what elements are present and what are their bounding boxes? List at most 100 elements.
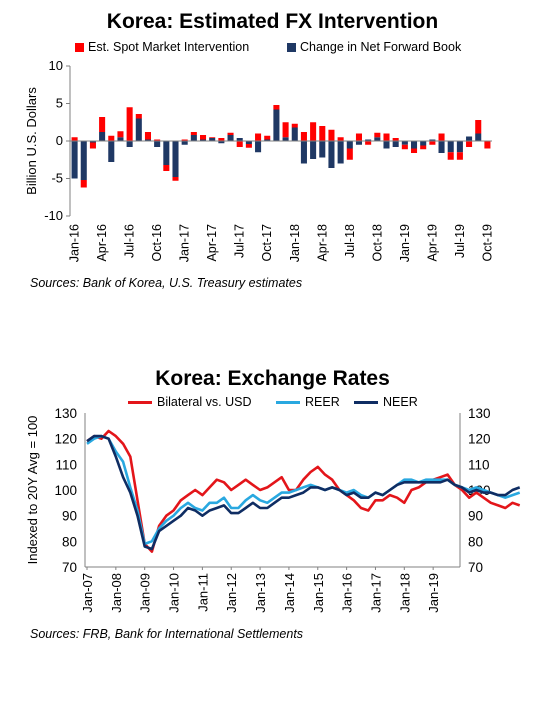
bar-spot bbox=[181, 139, 188, 141]
bar-forward bbox=[154, 141, 161, 147]
bar-forward bbox=[71, 141, 78, 179]
x-tick-label: Jan-13 bbox=[253, 573, 268, 613]
legend-item-bilateral: Bilateral vs. USD bbox=[128, 395, 251, 409]
bar-forward bbox=[401, 141, 408, 145]
chart2-title: Korea: Exchange Rates bbox=[155, 367, 390, 390]
legend-line-reer bbox=[276, 401, 300, 405]
bar-forward bbox=[117, 137, 124, 141]
bar-spot bbox=[392, 138, 399, 141]
bar-forward bbox=[135, 118, 142, 141]
x-tick-label: Jan-11 bbox=[195, 573, 210, 612]
bar-spot bbox=[264, 135, 271, 140]
bar-spot bbox=[99, 117, 106, 132]
bar-spot bbox=[429, 141, 436, 145]
bar-forward bbox=[282, 137, 289, 141]
bar-spot bbox=[319, 126, 326, 141]
bar-spot bbox=[466, 141, 473, 147]
bar-spot bbox=[282, 122, 289, 138]
legend-label-reer: REER bbox=[305, 395, 340, 409]
bar-spot bbox=[484, 141, 491, 149]
x-tick-label: Jul-18 bbox=[343, 224, 357, 258]
y-axis-label: Indexed to 20Y Avg = 100 bbox=[25, 416, 40, 565]
bar-spot bbox=[337, 137, 344, 141]
bar-spot bbox=[209, 137, 216, 138]
x-tick-label: Jan-17 bbox=[178, 224, 192, 262]
bar-spot bbox=[89, 142, 96, 149]
y-tick-label-right: 130 bbox=[468, 406, 491, 421]
line-reer bbox=[86, 434, 521, 546]
bar-spot bbox=[410, 148, 418, 153]
fx-intervention-chart: 10 5 0 -5 -10 Billion U.S. Dollars Jan-16 Apr-1… bbox=[24, 58, 494, 262]
y-tick-label-right: 120 bbox=[468, 432, 491, 447]
bar-forward bbox=[420, 141, 427, 146]
bar-forward bbox=[346, 141, 353, 149]
legend-label-forward: Change in Net Forward Book bbox=[300, 40, 462, 54]
x-tick-label: Jan-17 bbox=[368, 573, 383, 613]
bar-forward bbox=[144, 139, 152, 141]
bar-spot bbox=[365, 141, 372, 145]
x-tick-label: Oct-16 bbox=[150, 224, 164, 262]
legend-line-bilateral bbox=[128, 401, 152, 405]
y-tick-label-right: 110 bbox=[468, 457, 490, 472]
legend-item-neer: NEER bbox=[354, 395, 418, 409]
chart1-title: Korea: Estimated FX Intervention bbox=[106, 10, 439, 33]
bar-spot bbox=[199, 135, 207, 140]
x-tick-label: Apr-16 bbox=[95, 224, 109, 262]
y-tick-label-left: 100 bbox=[54, 483, 77, 498]
bar-spot bbox=[108, 135, 115, 141]
bar-spot bbox=[328, 129, 335, 141]
bar-spot bbox=[126, 107, 133, 141]
chart2-source: Sources: FRB, Bank for International Set… bbox=[30, 627, 304, 641]
bar-spot bbox=[447, 152, 454, 160]
y-tick-label-right: 70 bbox=[468, 560, 483, 575]
fx-intervention-panel: Korea: Estimated FX Intervention Est. Sp… bbox=[0, 0, 545, 300]
legend-label-bilateral: Bilateral vs. USD bbox=[157, 395, 252, 409]
x-tick-label: Jan-16 bbox=[340, 573, 355, 613]
bar-forward bbox=[236, 138, 243, 141]
x-tick-label: Jan-15 bbox=[311, 573, 326, 613]
bar-forward bbox=[438, 141, 445, 153]
bar-forward bbox=[410, 141, 418, 149]
legend-swatch-spot bbox=[75, 43, 84, 53]
legend-item-reer: REER bbox=[276, 395, 340, 409]
x-tick-label: Jan-14 bbox=[282, 573, 297, 613]
bar-forward bbox=[475, 133, 482, 141]
x-tick-label: Jan-18 bbox=[397, 573, 412, 613]
bar-spot bbox=[172, 177, 179, 181]
x-tick-label: Apr-18 bbox=[315, 224, 329, 262]
bar-forward bbox=[209, 138, 216, 141]
line-neer bbox=[86, 434, 521, 551]
x-tick-label: Jul-19 bbox=[453, 224, 467, 258]
legend-label-spot: Est. Spot Market Intervention bbox=[88, 40, 250, 54]
bar-spot bbox=[383, 133, 390, 141]
bar-spot bbox=[346, 148, 353, 160]
bar-spot bbox=[80, 180, 87, 188]
bar-spot bbox=[310, 122, 317, 141]
y-tick-label-right: 90 bbox=[468, 509, 483, 524]
bar-spot bbox=[245, 144, 252, 148]
legend-line-neer bbox=[354, 401, 378, 405]
y-tick-label-left: 130 bbox=[54, 406, 77, 421]
line-bilateral-usd bbox=[86, 429, 521, 553]
bar-forward bbox=[190, 135, 197, 141]
bar-forward bbox=[99, 132, 106, 141]
x-tick-label: Jan-19 bbox=[398, 224, 412, 262]
bar-spot bbox=[438, 133, 445, 141]
bar-spot bbox=[255, 133, 262, 141]
bar-spot bbox=[401, 144, 408, 150]
x-tick-label: Jan-12 bbox=[224, 573, 239, 613]
bar-forward bbox=[310, 141, 317, 159]
bar-spot bbox=[273, 105, 280, 110]
bar-spot bbox=[154, 139, 161, 141]
legend-item-spot: Est. Spot Market Intervention bbox=[75, 40, 249, 54]
exchange-rates-panel: Korea: Exchange Rates Bilateral vs. USD … bbox=[0, 355, 545, 655]
bar-forward bbox=[227, 135, 234, 141]
y-tick-label: 5 bbox=[56, 96, 63, 111]
bar-spot bbox=[355, 133, 363, 141]
y-tick-label-right: 80 bbox=[468, 534, 483, 549]
legend-item-forward: Change in Net Forward Book bbox=[287, 40, 461, 54]
bar-spot bbox=[291, 123, 298, 128]
bar-forward bbox=[328, 141, 335, 168]
x-tick-label: Jan-10 bbox=[167, 573, 182, 613]
bar-forward bbox=[163, 141, 170, 165]
